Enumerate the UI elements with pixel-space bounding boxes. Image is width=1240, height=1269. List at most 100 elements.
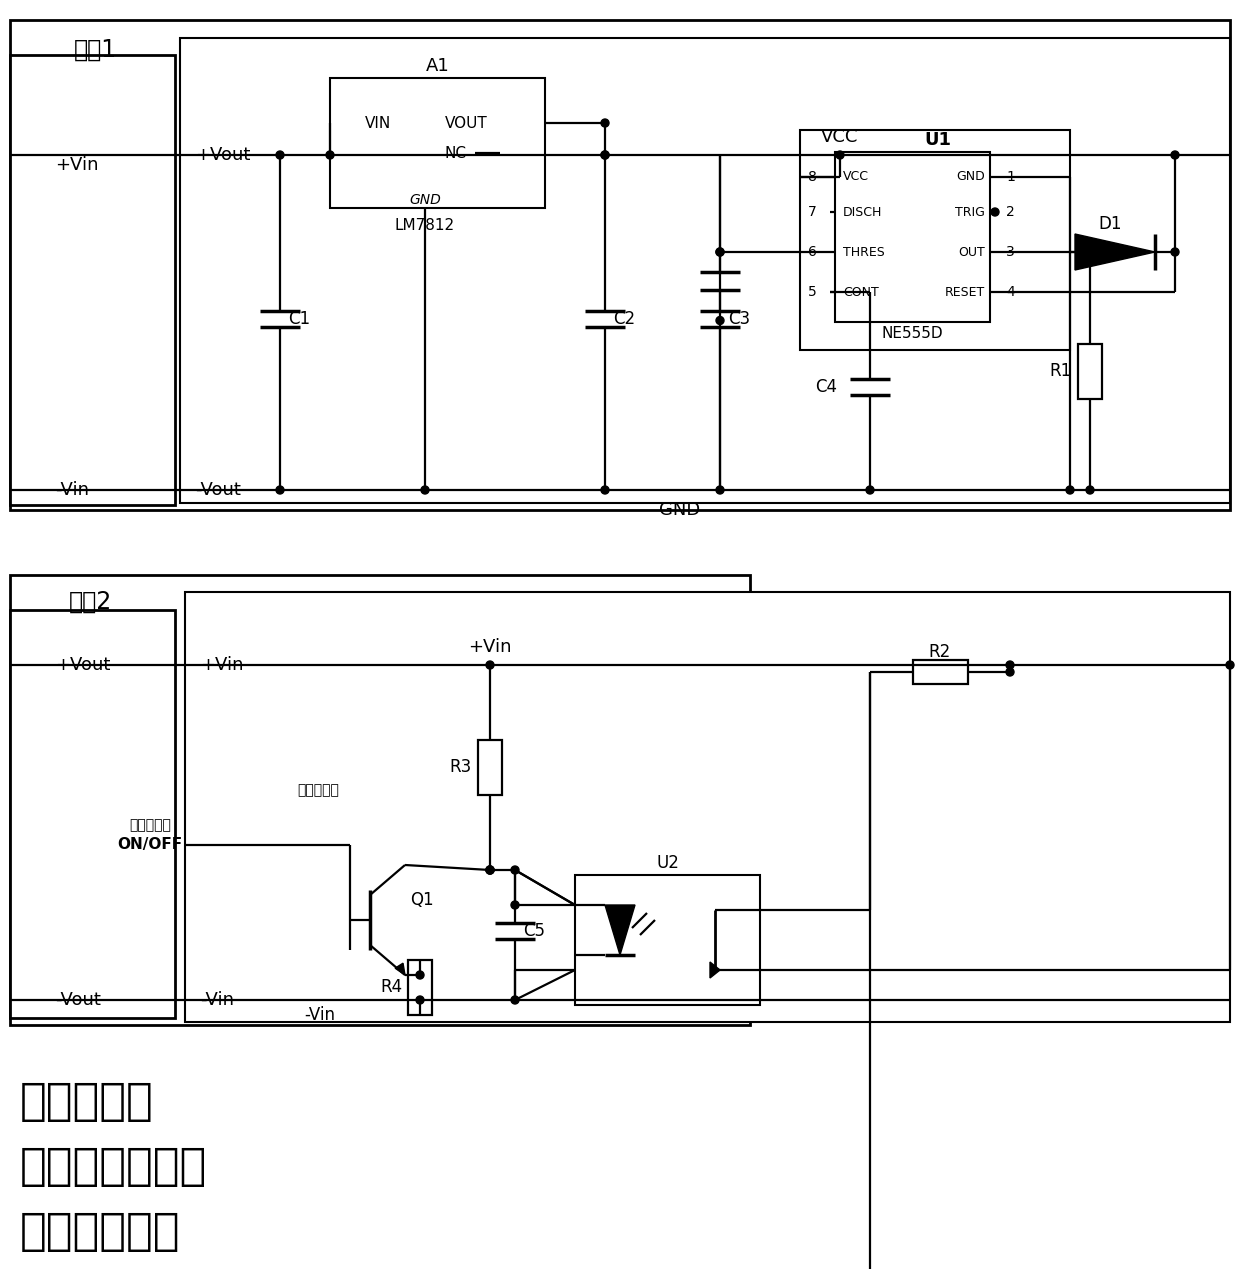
Text: VCC: VCC bbox=[821, 128, 858, 146]
Text: +Vin: +Vin bbox=[469, 638, 512, 656]
Text: 4: 4 bbox=[1006, 286, 1016, 299]
Text: 电源使能端: 电源使能端 bbox=[129, 819, 171, 832]
Text: 1: 1 bbox=[1006, 170, 1016, 184]
Bar bbox=[477, 740, 502, 794]
Text: 电源使能端: 电源使能端 bbox=[298, 783, 339, 797]
Text: OUT: OUT bbox=[959, 245, 985, 259]
Bar bbox=[10, 20, 1230, 510]
Bar bbox=[913, 660, 967, 684]
Bar bbox=[185, 593, 1230, 1022]
Text: -Vin: -Vin bbox=[305, 1006, 336, 1024]
Bar bbox=[330, 77, 546, 208]
Text: NE555D: NE555D bbox=[882, 326, 944, 341]
Text: 6: 6 bbox=[808, 245, 817, 259]
Text: R3: R3 bbox=[450, 759, 472, 777]
Circle shape bbox=[715, 247, 724, 256]
Circle shape bbox=[277, 486, 284, 494]
Circle shape bbox=[486, 865, 494, 874]
Text: 电源2: 电源2 bbox=[68, 590, 112, 614]
Text: C3: C3 bbox=[728, 310, 750, 327]
Text: RESET: RESET bbox=[945, 286, 985, 298]
Text: ON/OFF: ON/OFF bbox=[118, 838, 182, 853]
Text: 电源1: 电源1 bbox=[73, 38, 117, 62]
Text: TRIG: TRIG bbox=[955, 206, 985, 218]
Circle shape bbox=[486, 865, 494, 874]
Circle shape bbox=[1066, 486, 1074, 494]
Bar bbox=[835, 152, 990, 322]
Circle shape bbox=[991, 208, 999, 216]
Circle shape bbox=[1006, 661, 1014, 669]
Text: C5: C5 bbox=[523, 923, 546, 940]
Polygon shape bbox=[396, 963, 405, 975]
Text: VIN: VIN bbox=[365, 115, 392, 131]
Text: U2: U2 bbox=[656, 854, 680, 872]
Circle shape bbox=[601, 151, 609, 159]
Circle shape bbox=[1171, 247, 1179, 256]
Bar bbox=[180, 38, 1230, 503]
Text: 5: 5 bbox=[808, 286, 817, 299]
Polygon shape bbox=[1075, 233, 1154, 270]
Bar bbox=[10, 575, 750, 1025]
Text: Q1: Q1 bbox=[410, 891, 434, 909]
Text: LM7812: LM7812 bbox=[394, 218, 455, 233]
Text: 2: 2 bbox=[1006, 206, 1016, 220]
Text: -Vin: -Vin bbox=[200, 991, 234, 1009]
Polygon shape bbox=[711, 962, 720, 978]
Text: VCC: VCC bbox=[843, 170, 869, 184]
Circle shape bbox=[601, 151, 609, 159]
Circle shape bbox=[715, 486, 724, 494]
Text: R2: R2 bbox=[929, 643, 951, 661]
Text: U1: U1 bbox=[924, 131, 951, 148]
Text: THRES: THRES bbox=[843, 245, 885, 259]
Circle shape bbox=[326, 151, 334, 159]
Text: 悬空有输出。: 悬空有输出。 bbox=[20, 1211, 181, 1253]
Bar bbox=[10, 55, 175, 505]
Text: -Vout: -Vout bbox=[195, 481, 241, 499]
Text: D1: D1 bbox=[1099, 214, 1122, 233]
Text: VOUT: VOUT bbox=[445, 115, 487, 131]
Circle shape bbox=[715, 247, 724, 256]
Text: R4: R4 bbox=[379, 978, 402, 996]
Text: C4: C4 bbox=[815, 378, 837, 396]
Circle shape bbox=[715, 316, 724, 325]
Bar bbox=[575, 876, 760, 1005]
Circle shape bbox=[486, 865, 494, 874]
Circle shape bbox=[511, 865, 520, 874]
Text: DISCH: DISCH bbox=[843, 206, 883, 218]
Text: R1: R1 bbox=[1050, 362, 1073, 379]
Text: C1: C1 bbox=[288, 310, 310, 327]
Circle shape bbox=[415, 971, 424, 978]
Text: A1: A1 bbox=[425, 57, 449, 75]
Circle shape bbox=[511, 996, 520, 1004]
Circle shape bbox=[601, 119, 609, 127]
Text: NC: NC bbox=[445, 146, 467, 160]
Text: 7: 7 bbox=[808, 206, 817, 220]
Text: GND: GND bbox=[660, 501, 701, 519]
Circle shape bbox=[277, 151, 284, 159]
Circle shape bbox=[1226, 661, 1234, 669]
Text: 3: 3 bbox=[1006, 245, 1016, 259]
Circle shape bbox=[1086, 486, 1094, 494]
Text: -Vin: -Vin bbox=[55, 481, 89, 499]
Text: +Vout: +Vout bbox=[195, 146, 250, 164]
Circle shape bbox=[1086, 247, 1094, 256]
Text: C2: C2 bbox=[613, 310, 635, 327]
Circle shape bbox=[422, 486, 429, 494]
Circle shape bbox=[836, 151, 844, 159]
Text: 控制端高电平、: 控制端高电平、 bbox=[20, 1145, 207, 1188]
Text: +Vin: +Vin bbox=[200, 656, 243, 674]
Circle shape bbox=[601, 486, 609, 494]
Bar bbox=[800, 129, 1070, 350]
Text: -Vout: -Vout bbox=[55, 991, 100, 1009]
Text: GND: GND bbox=[956, 170, 985, 184]
Text: 后级电源，: 后级电源， bbox=[20, 1080, 154, 1123]
Bar bbox=[10, 610, 175, 1018]
Circle shape bbox=[866, 486, 874, 494]
Circle shape bbox=[511, 901, 520, 909]
Circle shape bbox=[486, 661, 494, 669]
Bar bbox=[1078, 344, 1102, 398]
Bar bbox=[408, 961, 432, 1015]
Text: 8: 8 bbox=[808, 170, 817, 184]
Text: +Vin: +Vin bbox=[55, 156, 98, 174]
Text: CONT: CONT bbox=[843, 286, 879, 298]
